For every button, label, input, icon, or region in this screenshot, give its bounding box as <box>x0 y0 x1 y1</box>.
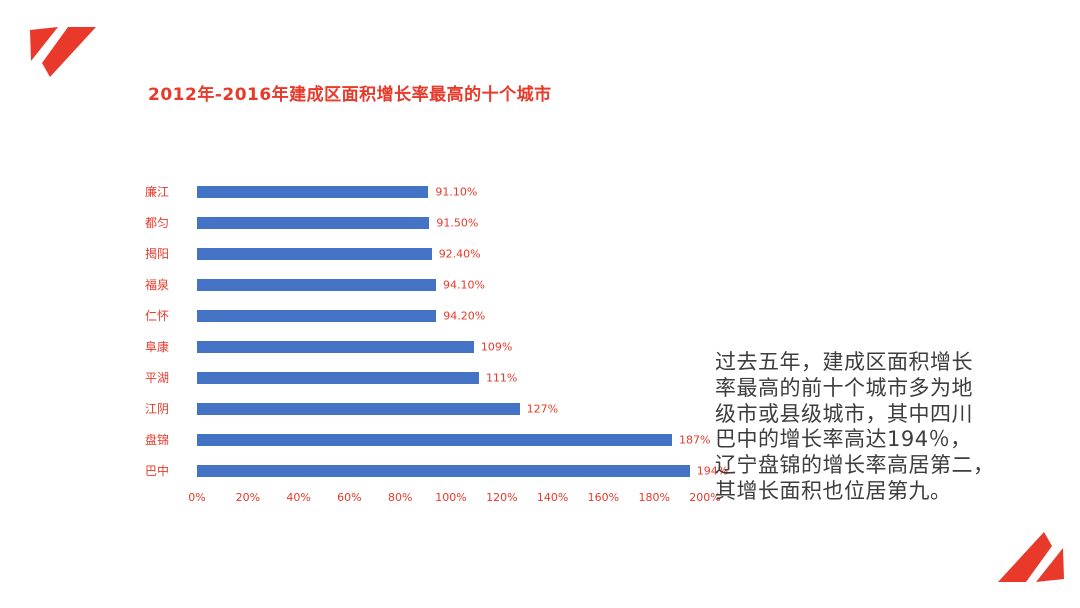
category-label: 巴中 <box>145 463 170 478</box>
value-label: 109% <box>480 340 513 353</box>
bar-track: 92.40% <box>197 247 705 260</box>
bar-row: 仁怀 94.20% <box>145 300 705 331</box>
x-tick-label: 100% <box>435 491 467 504</box>
category-label: 揭阳 <box>145 246 170 261</box>
bar-track: 194% <box>197 464 728 477</box>
x-tick-label: 40% <box>286 491 311 504</box>
category-label: 都匀 <box>145 215 170 230</box>
x-tick-label: 180% <box>638 491 670 504</box>
bar-row: 都匀 91.50% <box>145 207 705 238</box>
x-tick-label: 140% <box>536 491 569 504</box>
x-tick-label: 120% <box>486 491 518 504</box>
category-label: 江阴 <box>145 401 170 416</box>
annotation-text: 过去五年，建成区面积增长 率最高的前十个城市多为地 级市或县级城市，其中四川 巴… <box>715 350 995 504</box>
value-label: 94.20% <box>443 309 486 322</box>
category-label: 阜康 <box>145 339 170 354</box>
bar <box>197 402 520 415</box>
bar-rows: 廉江 91.10% 都匀 91.50% 揭阳 92.40% 福泉 94.10% 仁怀 94.20%… <box>145 176 728 486</box>
bar <box>197 216 430 229</box>
bar <box>197 309 437 322</box>
bar-row: 阜康 109% <box>145 331 705 362</box>
bar-track: 109% <box>197 340 705 353</box>
value-label: 91.50% <box>436 216 479 229</box>
category-label: 仁怀 <box>145 308 170 323</box>
bar-track: 187% <box>197 433 710 446</box>
bar-track: 91.50% <box>197 216 705 229</box>
bar-track: 94.20% <box>197 309 705 322</box>
bar-track: 111% <box>197 371 705 384</box>
bar-track: 127% <box>197 402 705 415</box>
chart-title: 2012年-2016年建成区面积增长率最高的十个城市 <box>148 85 552 105</box>
bar-chart: 廉江 91.10% 都匀 91.50% 揭阳 92.40% 福泉 94.10% 仁怀 94.20%… <box>145 176 728 508</box>
bar-track: 91.10% <box>197 185 705 198</box>
category-label: 廉江 <box>145 184 170 199</box>
value-label: 91.10% <box>435 185 478 198</box>
bar-row: 巴中 194% <box>145 455 728 486</box>
value-label: 187% <box>678 433 711 446</box>
x-tick-label: 60% <box>337 491 362 504</box>
bar-row: 揭阳 92.40% <box>145 238 705 269</box>
corner-ribbon-icon <box>30 27 96 77</box>
category-label: 福泉 <box>145 277 170 292</box>
bar <box>197 433 672 446</box>
bar-track: 94.10% <box>197 278 705 291</box>
value-label: 111% <box>485 371 518 384</box>
x-tick-label: 0% <box>188 491 206 504</box>
bar <box>197 278 436 291</box>
bar-row: 盘锦 187% <box>145 424 710 455</box>
x-tick-label: 200% <box>689 491 721 504</box>
value-label: 194% <box>696 464 729 477</box>
bar-row: 福泉 94.10% <box>145 269 705 300</box>
value-label: 127% <box>526 402 559 415</box>
corner-ribbon-icon <box>998 532 1064 582</box>
bar <box>197 185 429 198</box>
x-tick-label: 20% <box>235 491 261 504</box>
bar-row: 江阴 127% <box>145 393 705 424</box>
bar-row: 平湖 111% <box>145 362 705 393</box>
category-label: 平湖 <box>145 370 170 385</box>
bar <box>197 247 432 260</box>
bar <box>197 340 474 353</box>
category-label: 盘锦 <box>145 432 170 447</box>
bar <box>197 464 690 477</box>
value-label: 92.40% <box>438 247 481 260</box>
x-tick-label: 80% <box>387 491 413 504</box>
bar-row: 廉江 91.10% <box>145 176 705 207</box>
value-label: 94.10% <box>443 278 485 291</box>
x-axis: 0% 20% 40% 60% 80% 100% 120% 140% 160% 180% 200% <box>188 491 720 508</box>
x-tick-label: 160% <box>587 491 620 504</box>
bar <box>197 371 479 384</box>
